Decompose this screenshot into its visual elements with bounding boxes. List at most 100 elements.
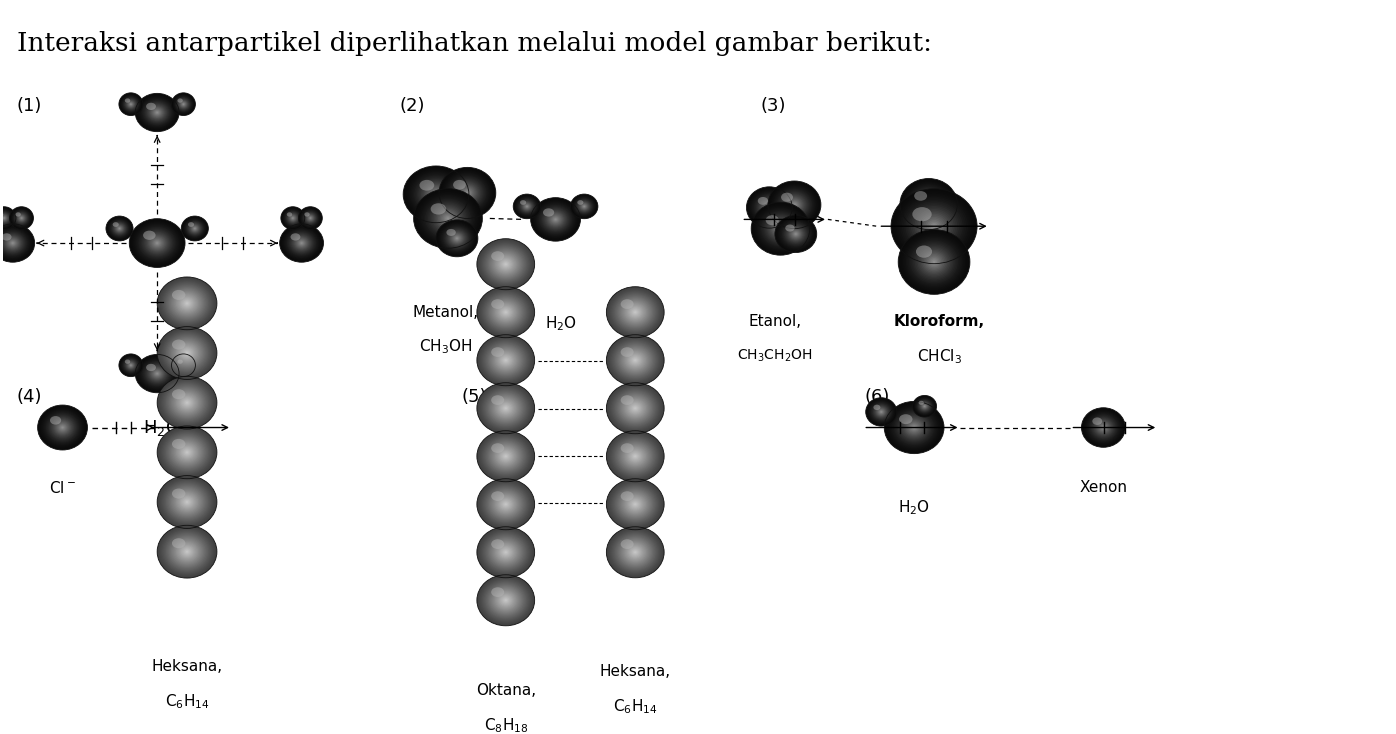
Ellipse shape [430, 189, 441, 199]
Ellipse shape [620, 299, 651, 326]
Ellipse shape [893, 409, 935, 446]
Ellipse shape [447, 230, 466, 247]
Ellipse shape [180, 101, 187, 107]
Ellipse shape [769, 219, 792, 239]
Ellipse shape [455, 181, 480, 205]
Ellipse shape [450, 232, 463, 244]
Ellipse shape [758, 197, 768, 205]
Ellipse shape [147, 364, 156, 371]
Ellipse shape [489, 250, 522, 279]
Ellipse shape [183, 217, 207, 240]
Ellipse shape [496, 542, 517, 562]
Ellipse shape [920, 214, 948, 239]
Ellipse shape [423, 183, 450, 206]
Ellipse shape [177, 394, 197, 412]
Ellipse shape [614, 341, 658, 379]
Ellipse shape [620, 539, 651, 566]
Ellipse shape [173, 341, 201, 365]
Ellipse shape [614, 437, 658, 476]
Ellipse shape [138, 95, 176, 129]
Ellipse shape [914, 209, 953, 244]
Ellipse shape [634, 407, 637, 410]
Ellipse shape [923, 404, 927, 409]
Ellipse shape [181, 496, 193, 507]
Ellipse shape [172, 290, 186, 300]
Ellipse shape [491, 395, 504, 405]
Ellipse shape [785, 196, 804, 214]
Ellipse shape [173, 94, 194, 114]
Ellipse shape [482, 483, 530, 526]
Ellipse shape [282, 225, 321, 261]
Ellipse shape [123, 358, 138, 372]
Ellipse shape [39, 407, 85, 448]
Ellipse shape [491, 299, 521, 325]
Ellipse shape [525, 204, 529, 208]
Ellipse shape [501, 500, 511, 509]
Ellipse shape [484, 485, 528, 523]
Ellipse shape [299, 207, 322, 230]
Ellipse shape [10, 207, 34, 229]
Ellipse shape [142, 100, 172, 126]
Ellipse shape [147, 103, 168, 122]
Ellipse shape [43, 410, 81, 444]
Ellipse shape [130, 364, 133, 367]
Ellipse shape [577, 199, 592, 214]
Ellipse shape [431, 203, 465, 233]
Ellipse shape [623, 302, 648, 323]
Ellipse shape [494, 589, 518, 611]
Ellipse shape [872, 404, 891, 420]
Ellipse shape [179, 395, 195, 410]
Ellipse shape [179, 296, 195, 311]
Ellipse shape [914, 397, 934, 415]
Ellipse shape [493, 493, 519, 516]
Ellipse shape [177, 493, 197, 511]
Ellipse shape [282, 208, 303, 228]
Ellipse shape [501, 356, 511, 365]
Ellipse shape [903, 418, 926, 437]
Ellipse shape [121, 356, 141, 375]
Ellipse shape [106, 217, 133, 240]
Ellipse shape [151, 237, 165, 249]
Ellipse shape [10, 207, 34, 230]
Ellipse shape [179, 360, 188, 370]
Ellipse shape [15, 212, 28, 224]
Ellipse shape [445, 172, 490, 213]
Ellipse shape [165, 333, 209, 373]
Ellipse shape [161, 479, 214, 525]
Ellipse shape [571, 195, 596, 218]
Ellipse shape [177, 360, 183, 364]
Ellipse shape [780, 221, 811, 247]
Ellipse shape [172, 290, 202, 316]
Ellipse shape [494, 398, 518, 419]
Ellipse shape [112, 221, 128, 236]
Ellipse shape [1, 233, 11, 241]
Ellipse shape [128, 363, 133, 367]
Ellipse shape [427, 200, 469, 237]
Ellipse shape [15, 212, 28, 224]
Ellipse shape [575, 197, 593, 215]
Ellipse shape [183, 399, 191, 406]
Ellipse shape [282, 207, 304, 229]
Ellipse shape [1093, 418, 1114, 437]
Ellipse shape [771, 184, 818, 225]
Ellipse shape [183, 498, 191, 505]
Ellipse shape [748, 189, 790, 226]
Ellipse shape [120, 94, 142, 115]
Ellipse shape [496, 304, 515, 321]
Ellipse shape [180, 346, 194, 360]
Ellipse shape [789, 228, 803, 240]
Ellipse shape [144, 232, 170, 254]
Text: Interaksi antarpartikel diperlihatkan melalui model gambar berikut:: Interaksi antarpartikel diperlihatkan me… [17, 31, 931, 56]
Ellipse shape [124, 360, 130, 364]
Ellipse shape [158, 427, 215, 478]
Ellipse shape [480, 290, 530, 335]
Ellipse shape [752, 192, 786, 223]
Ellipse shape [769, 182, 819, 228]
Ellipse shape [906, 201, 963, 251]
Ellipse shape [169, 537, 204, 567]
Ellipse shape [416, 191, 479, 246]
Ellipse shape [751, 191, 787, 224]
Ellipse shape [292, 234, 311, 252]
Ellipse shape [766, 216, 796, 242]
Ellipse shape [180, 101, 187, 108]
